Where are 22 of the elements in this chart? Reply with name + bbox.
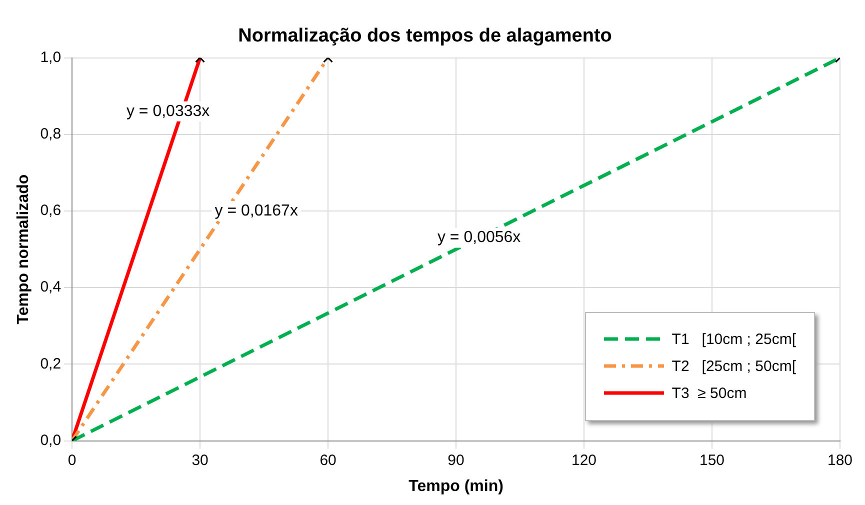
x-tick-label: 120 — [572, 452, 597, 469]
y-axis-title: Tempo normalizado — [15, 174, 32, 324]
y-tick-label: 0,6 — [40, 202, 62, 220]
legend-label: T2 [25cm ; 50cm[ — [672, 358, 796, 375]
x-axis-title: Tempo (min) — [408, 478, 504, 495]
annotation: y = 0,0056x — [437, 229, 521, 246]
y-tick-label: 0,4 — [40, 278, 62, 296]
x-tick-label: 0 — [68, 452, 76, 469]
x-tick-label: 90 — [448, 452, 464, 469]
y-tick-label: 1,0 — [40, 48, 62, 66]
y-tick-label: 0,0 — [40, 432, 62, 449]
annotation: y = 0,0333x — [126, 102, 210, 120]
x-tick-label: 180 — [827, 452, 853, 469]
legend-label: T3 ≥ 50cm — [672, 384, 747, 402]
legend-label: T1 [10cm ; 25cm[ — [672, 330, 796, 348]
y-tick-label: 0,8 — [40, 126, 62, 143]
annotation: y = 0,0167x — [214, 202, 298, 220]
x-tick-label: 60 — [320, 452, 336, 469]
chart-title: Normalização dos tempos de alagamento — [238, 26, 612, 47]
x-tick-label: 150 — [699, 452, 725, 469]
x-tick-label: 30 — [192, 452, 208, 469]
y-tick-label: 0,2 — [40, 355, 62, 372]
